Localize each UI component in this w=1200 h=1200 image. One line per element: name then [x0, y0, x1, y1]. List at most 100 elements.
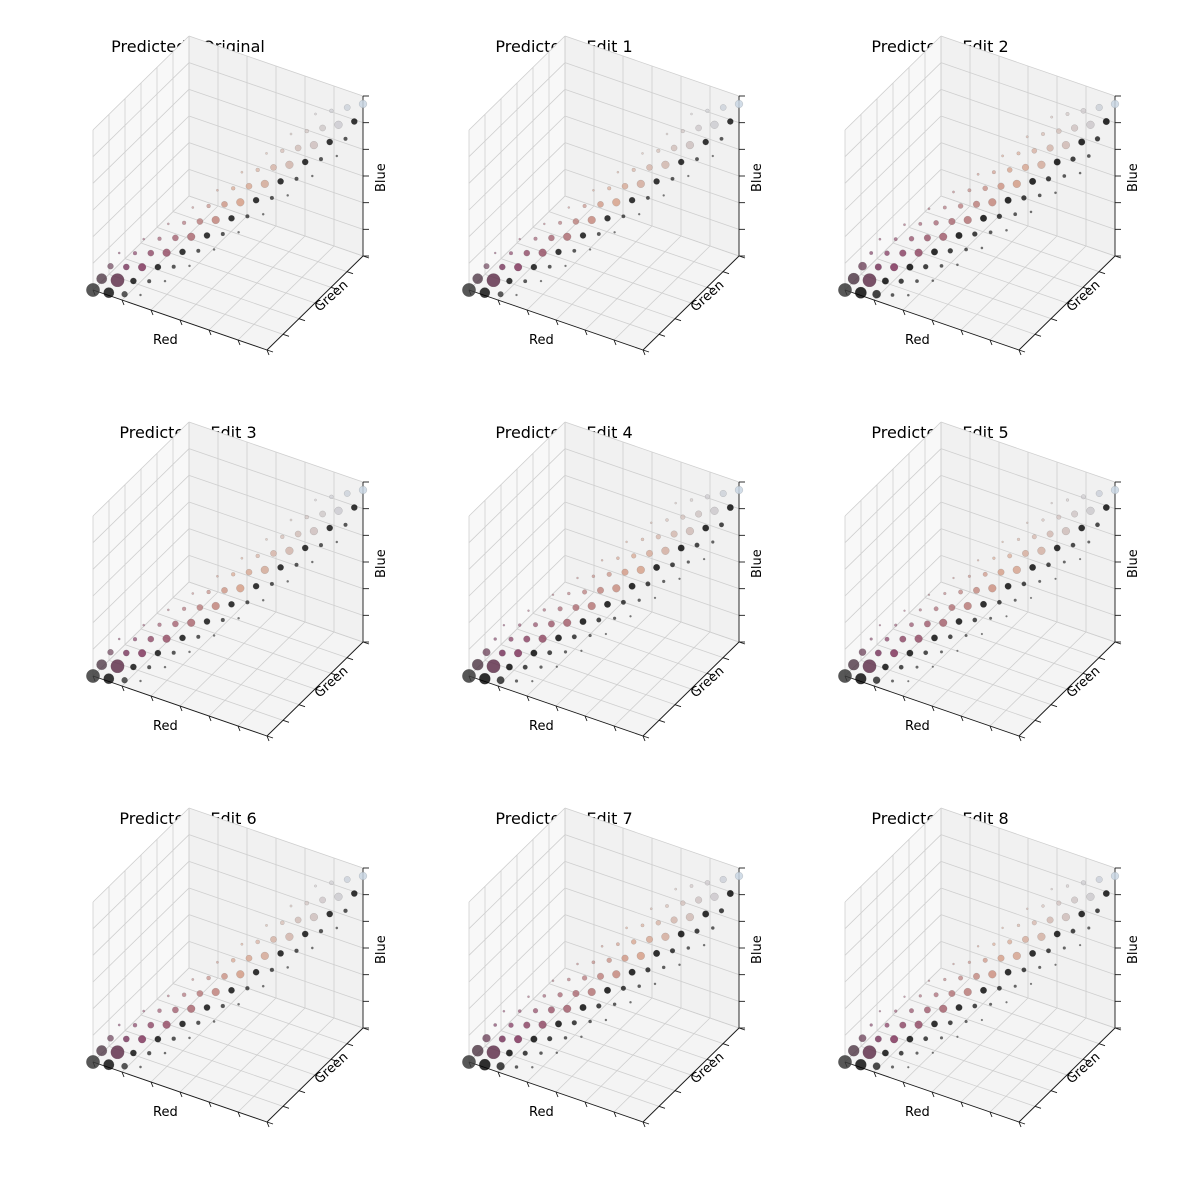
gridline: [940, 448, 1116, 510]
data-point: [154, 263, 162, 271]
data-point: [163, 665, 167, 669]
data-point: [1065, 884, 1070, 888]
data-point: [563, 618, 572, 627]
data-point: [508, 1022, 514, 1028]
data-point: [301, 930, 309, 938]
red-tick: [642, 1121, 646, 1128]
data-point: [1029, 949, 1037, 957]
red-tick: [555, 319, 559, 326]
data-point: [269, 967, 275, 973]
data-point: [211, 601, 220, 611]
data-point: [179, 634, 186, 642]
green-tick: [674, 704, 682, 708]
green-tick: [282, 719, 290, 723]
data-point: [117, 1023, 121, 1027]
data-point: [680, 900, 686, 906]
z-axis-label: Blue: [1126, 549, 1141, 578]
data-point: [1046, 144, 1054, 152]
data-point: [636, 179, 645, 189]
data-point: [557, 992, 563, 998]
data-point: [869, 251, 874, 255]
data-point: [620, 985, 627, 991]
data-point: [138, 263, 147, 272]
data-point: [718, 908, 725, 914]
data-point: [1029, 177, 1037, 185]
gridline: [92, 62, 190, 157]
data-point: [196, 990, 204, 997]
green-tick: [346, 1043, 354, 1047]
data-point: [554, 1020, 563, 1028]
data-point: [358, 871, 368, 881]
data-point: [531, 679, 534, 683]
data-point: [927, 593, 931, 596]
data-point: [893, 237, 898, 242]
data-point: [162, 634, 171, 643]
data-point: [527, 609, 530, 612]
red-tick: [497, 299, 501, 306]
data-point: [726, 503, 734, 511]
data-point: [943, 591, 947, 596]
green-tick: [1082, 1058, 1090, 1062]
data-point: [1013, 984, 1017, 988]
data-point: [674, 501, 677, 505]
data-point: [240, 942, 244, 946]
data-point: [588, 633, 592, 638]
data-point: [563, 1004, 572, 1013]
green-tick: [298, 1090, 306, 1094]
data-point: [157, 622, 162, 627]
data-point: [972, 617, 978, 623]
gridline: [188, 448, 364, 510]
green-tick: [1050, 704, 1058, 708]
gridline: [940, 35, 1116, 97]
data-point: [571, 1020, 577, 1026]
data-point: [596, 972, 605, 980]
data-point: [142, 1009, 146, 1013]
data-point: [972, 200, 981, 208]
gridline: [188, 35, 364, 97]
data-point: [606, 571, 612, 577]
data-point: [1029, 596, 1033, 600]
data-point: [1037, 193, 1042, 198]
data-point: [122, 1035, 130, 1043]
data-point: [1045, 176, 1052, 182]
data-point: [191, 978, 195, 981]
data-point: [670, 530, 678, 538]
data-point: [930, 248, 939, 256]
gridline: [188, 967, 364, 1029]
data-point: [1016, 923, 1021, 928]
data-point: [1080, 494, 1086, 500]
data-point: [96, 659, 108, 671]
data-point: [1046, 530, 1054, 538]
green-tick: [642, 735, 650, 739]
x-axis-label: Red: [905, 333, 930, 348]
data-point: [884, 250, 890, 256]
data-point: [530, 649, 538, 657]
data-point: [869, 637, 873, 641]
data-point: [613, 231, 616, 234]
data-point: [255, 553, 260, 559]
data-point: [132, 251, 138, 256]
data-point: [680, 129, 685, 134]
axes: [844, 481, 1122, 742]
green-tick: [1082, 672, 1090, 676]
data-point: [600, 559, 604, 562]
data-point: [496, 676, 505, 685]
data-point: [1056, 514, 1062, 520]
green-tick: [282, 333, 290, 337]
red-tick: [989, 1111, 993, 1118]
data-point: [255, 167, 260, 173]
red-tick: [208, 715, 212, 722]
data-point: [1004, 196, 1012, 204]
data-point: [606, 957, 612, 963]
data-point: [1062, 174, 1067, 178]
data-point: [130, 1049, 137, 1057]
data-point: [1102, 890, 1110, 897]
data-point: [948, 990, 956, 997]
data-point: [734, 485, 744, 495]
data-point: [629, 1000, 632, 1004]
data-point: [952, 576, 955, 580]
data-point: [734, 871, 744, 881]
data-point: [1102, 117, 1110, 126]
